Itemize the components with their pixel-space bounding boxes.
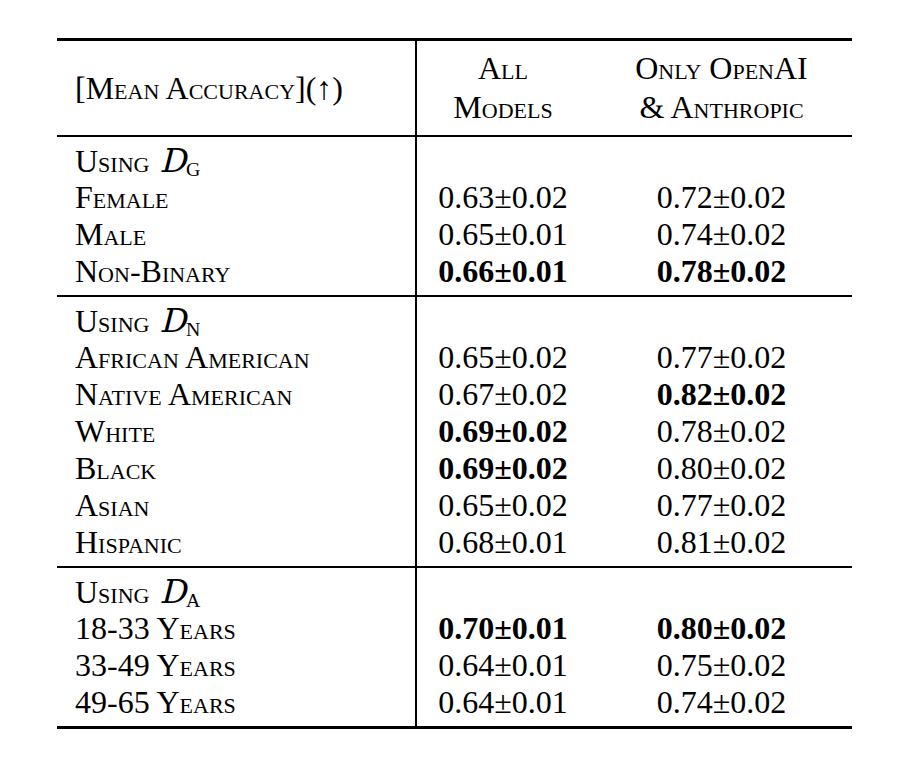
cell-value: 0.68±0.01: [415, 524, 591, 561]
row-label: White: [57, 413, 415, 450]
group-title-row: Using DA: [57, 573, 852, 610]
cell-value: 0.67±0.02: [415, 376, 591, 413]
table-header: [Mean Accuracy](↑) All Models Only OpenA…: [57, 41, 852, 135]
row-label: Native American: [57, 376, 415, 413]
group-section: Using DNAfrican American0.65±0.020.77±0.…: [57, 297, 852, 566]
table-row: Hispanic0.68±0.010.81±0.02: [57, 524, 852, 561]
cell-value: 0.81±0.02: [591, 524, 852, 561]
table-row: African American0.65±0.020.77±0.02: [57, 339, 852, 376]
paper-page: [Mean Accuracy](↑) All Models Only OpenA…: [0, 0, 913, 769]
table-row: 33-49 Years0.64±0.010.75±0.02: [57, 647, 852, 684]
row-label: 33-49 Years: [57, 647, 415, 684]
column-header-line: All: [415, 49, 591, 88]
cell-value: 0.65±0.02: [415, 487, 591, 524]
script-d-letter: D: [157, 301, 185, 340]
row-label: 49-65 Years: [57, 684, 415, 721]
row-label: Asian: [57, 487, 415, 524]
row-label: Hispanic: [57, 524, 415, 561]
table-row: Female0.63±0.020.72±0.02: [57, 179, 852, 216]
table-body: Using DGFemale0.63±0.020.72±0.02Male0.65…: [57, 137, 852, 726]
column-header-line: & Anthropic: [591, 88, 852, 127]
column-header-openai-anthropic: Only OpenAI & Anthropic: [591, 49, 852, 127]
row-label: 18-33 Years: [57, 610, 415, 647]
cell-value: 0.74±0.02: [591, 684, 852, 721]
cell-value: 0.64±0.01: [415, 647, 591, 684]
cell-value: 0.66±0.01: [415, 253, 591, 290]
column-separator: [415, 41, 417, 135]
script-d-letter: D: [157, 572, 185, 611]
script-d-subscript: G: [186, 158, 201, 180]
header-row: [Mean Accuracy](↑) All Models Only OpenA…: [57, 46, 852, 130]
group-title-row: Using DG: [57, 142, 852, 179]
cell-value: 0.63±0.02: [415, 179, 591, 216]
corner-header: [Mean Accuracy](↑): [57, 69, 415, 107]
row-label: Female: [57, 179, 415, 216]
cell-value: 0.70±0.01: [415, 610, 591, 647]
group-title-row: Using DN: [57, 302, 852, 339]
cell-value: 0.80±0.02: [591, 610, 852, 647]
row-label: Male: [57, 216, 415, 253]
cell-value: 0.78±0.02: [591, 413, 852, 450]
table-row: Black0.69±0.020.80±0.02: [57, 450, 852, 487]
column-separator: [415, 137, 417, 295]
column-header-line: Models: [415, 88, 591, 127]
row-label: African American: [57, 339, 415, 376]
table-row: 18-33 Years0.70±0.010.80±0.02: [57, 610, 852, 647]
column-separator: [415, 568, 417, 726]
row-label: Non-Binary: [57, 253, 415, 290]
bottom-rule: [57, 726, 852, 729]
cell-value: 0.74±0.02: [591, 216, 852, 253]
script-d-letter: D: [157, 141, 185, 180]
cell-value: 0.69±0.02: [415, 450, 591, 487]
cell-value: 0.64±0.01: [415, 684, 591, 721]
cell-value: 0.77±0.02: [591, 487, 852, 524]
cell-value: 0.82±0.02: [591, 376, 852, 413]
cell-value: 0.65±0.01: [415, 216, 591, 253]
cell-value: 0.75±0.02: [591, 647, 852, 684]
cell-value: 0.65±0.02: [415, 339, 591, 376]
row-label: Black: [57, 450, 415, 487]
table-row: Asian0.65±0.020.77±0.02: [57, 487, 852, 524]
cell-value: 0.80±0.02: [591, 450, 852, 487]
cell-value: 0.69±0.02: [415, 413, 591, 450]
table-row: Male0.65±0.010.74±0.02: [57, 216, 852, 253]
cell-value: 0.78±0.02: [591, 253, 852, 290]
table-row: Non-Binary0.66±0.010.78±0.02: [57, 253, 852, 290]
table-row: Native American0.67±0.020.82±0.02: [57, 376, 852, 413]
cell-value: 0.77±0.02: [591, 339, 852, 376]
column-header-all-models: All Models: [415, 49, 591, 127]
column-header-line: Only OpenAI: [591, 49, 852, 88]
script-d-subscript: N: [186, 318, 201, 340]
group-section: Using DGFemale0.63±0.020.72±0.02Male0.65…: [57, 137, 852, 295]
results-table: [Mean Accuracy](↑) All Models Only OpenA…: [57, 38, 852, 729]
cell-value: 0.72±0.02: [591, 179, 852, 216]
table-row: White0.69±0.020.78±0.02: [57, 413, 852, 450]
table-row: 49-65 Years0.64±0.010.74±0.02: [57, 684, 852, 721]
column-separator: [415, 297, 417, 566]
group-section: Using DA18-33 Years0.70±0.010.80±0.0233-…: [57, 568, 852, 726]
script-d-subscript: A: [186, 589, 201, 611]
